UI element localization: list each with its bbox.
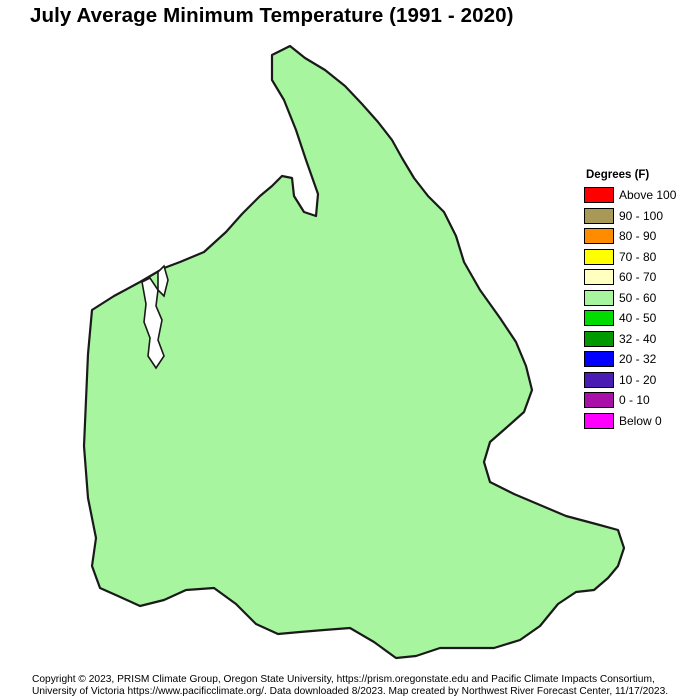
legend-label: 20 - 32 xyxy=(619,352,657,367)
legend-swatch xyxy=(584,228,614,245)
whidbey-island xyxy=(157,264,169,298)
legend-item: 10 - 20 xyxy=(584,370,676,391)
credits-line-1: Copyright © 2023, PRISM Climate Group, O… xyxy=(32,674,655,685)
legend-label: 60 - 70 xyxy=(619,270,657,285)
map-title: July Average Minimum Temperature (1991 -… xyxy=(30,4,514,27)
legend-item: 70 - 80 xyxy=(584,247,676,268)
legend-list: Above 100 90 - 100 80 - 90 70 - 80 60 - 70 50… xyxy=(584,185,676,431)
credits-line-2: University of Victoria https://www.pacif… xyxy=(32,686,669,697)
legend-swatch xyxy=(584,207,614,224)
legend-swatch xyxy=(584,392,614,409)
legend-swatch xyxy=(584,412,614,429)
legend-item: 50 - 60 xyxy=(584,288,676,309)
legend-title: Degrees (F) xyxy=(586,169,650,181)
puget-sound xyxy=(141,264,169,370)
basin-outline xyxy=(82,44,626,660)
legend: Degrees (F) Above 100 90 - 100 80 - 90 70 -… xyxy=(584,169,676,431)
legend-item: 40 - 50 xyxy=(584,308,676,329)
legend-item: 80 - 90 xyxy=(584,226,676,247)
legend-swatch xyxy=(584,330,614,347)
legend-item: Above 100 xyxy=(584,185,676,206)
legend-label: 10 - 20 xyxy=(619,372,657,387)
legend-label: Below 0 xyxy=(619,413,662,428)
legend-label: 80 - 90 xyxy=(619,229,657,244)
legend-label: 70 - 80 xyxy=(619,249,657,264)
legend-swatch xyxy=(584,310,614,327)
legend-item: 0 - 10 xyxy=(584,390,676,411)
legend-label: 90 - 100 xyxy=(619,208,664,223)
legend-label: 50 - 60 xyxy=(619,290,657,305)
credits: Copyright © 2023, PRISM Climate Group, O… xyxy=(32,674,668,698)
legend-item: 20 - 32 xyxy=(584,349,676,370)
legend-swatch xyxy=(584,248,614,265)
legend-item: 32 - 40 xyxy=(584,329,676,350)
legend-label: 32 - 40 xyxy=(619,331,657,346)
legend-swatch xyxy=(584,289,614,306)
legend-item: 60 - 70 xyxy=(584,267,676,288)
legend-label: 40 - 50 xyxy=(619,311,657,326)
legend-label: 0 - 10 xyxy=(619,393,650,408)
legend-item: Below 0 xyxy=(584,411,676,432)
legend-swatch xyxy=(584,371,614,388)
legend-swatch xyxy=(584,351,614,368)
legend-item: 90 - 100 xyxy=(584,206,676,227)
legend-label: Above 100 xyxy=(619,188,677,203)
legend-swatch xyxy=(584,187,614,204)
legend-swatch xyxy=(584,269,614,286)
